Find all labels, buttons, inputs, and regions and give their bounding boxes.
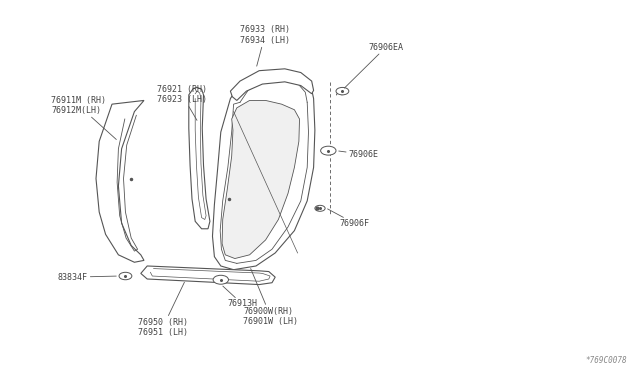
Polygon shape — [230, 69, 314, 100]
Text: *769C0078: *769C0078 — [586, 356, 627, 365]
Polygon shape — [222, 100, 300, 259]
Text: 76911M (RH)
76912M(LH): 76911M (RH) 76912M(LH) — [51, 96, 116, 140]
Circle shape — [336, 87, 349, 95]
Polygon shape — [189, 87, 210, 229]
Polygon shape — [96, 100, 144, 262]
Text: 83834F: 83834F — [58, 273, 116, 282]
Text: 76921 (RH)
76923 (LH): 76921 (RH) 76923 (LH) — [157, 85, 207, 121]
Circle shape — [213, 275, 228, 284]
Text: 76906EA: 76906EA — [344, 43, 403, 88]
Text: 76950 (RH)
76951 (LH): 76950 (RH) 76951 (LH) — [138, 282, 188, 337]
Text: 76906E: 76906E — [339, 150, 379, 159]
Circle shape — [315, 205, 325, 211]
Text: 76933 (RH)
76934 (LH): 76933 (RH) 76934 (LH) — [240, 25, 290, 66]
Text: 76900W(RH)
76901W (LH): 76900W(RH) 76901W (LH) — [243, 269, 298, 326]
Text: 76906F: 76906F — [328, 209, 369, 228]
Polygon shape — [141, 266, 275, 285]
Circle shape — [119, 272, 132, 280]
Polygon shape — [212, 71, 315, 270]
Circle shape — [321, 146, 336, 155]
Text: 76913H: 76913H — [223, 286, 257, 308]
